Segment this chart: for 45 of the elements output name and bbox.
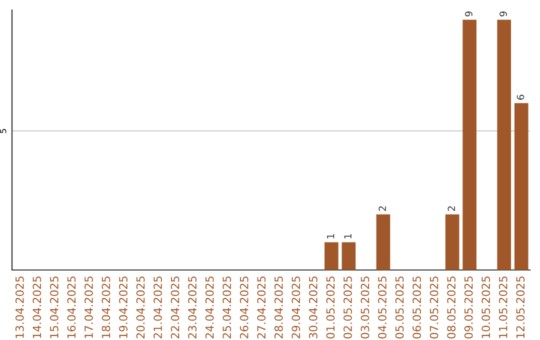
x-tick-label: 22.04.2025: [170, 276, 180, 338]
x-tick-label: 11.05.2025: [498, 276, 508, 338]
x-tick-label: 04.05.2025: [378, 276, 386, 338]
bar: [462, 20, 476, 270]
x-tick-label: 01.05.2025: [326, 276, 335, 338]
x-tick-label: 28.04.2025: [274, 276, 283, 338]
x-tick-label: 29.04.2025: [292, 276, 300, 338]
x-tick-label: 07.05.2025: [430, 276, 438, 338]
data-label: 9: [500, 11, 507, 16]
x-tick-label: 10.05.2025: [482, 276, 490, 338]
bar: [497, 20, 512, 270]
x-tick-label: 14.04.2025: [32, 276, 42, 338]
data-label: 2: [448, 206, 455, 211]
bar: [514, 103, 528, 270]
x-tick-label: 12.05.2025: [516, 276, 525, 338]
x-tick-label: 09.05.2025: [464, 276, 473, 338]
bar: [445, 214, 460, 270]
data-label: 6: [516, 94, 524, 100]
data-label: 1: [327, 234, 334, 238]
data-label: 1: [344, 234, 352, 238]
bar: [376, 214, 390, 270]
ref-line-label: 5: [0, 129, 6, 133]
x-tick-label: 16.04.2025: [67, 276, 76, 338]
x-tick-label: 26.04.2025: [240, 276, 248, 338]
x-tick-label: 25.04.2025: [222, 276, 232, 338]
x-tick-label: 15.04.2025: [50, 276, 58, 338]
x-tick-label: 19.04.2025: [119, 276, 128, 338]
x-tick-label: 13.04.2025: [15, 276, 24, 338]
bar: [324, 242, 338, 270]
x-tick-label: 18.04.2025: [102, 276, 110, 338]
x-tick-label: 20.04.2025: [136, 276, 145, 338]
x-tick-label: 06.05.2025: [412, 276, 421, 338]
x-tick-label: 17.04.2025: [84, 276, 93, 338]
x-tick-label: 23.04.2025: [188, 276, 197, 338]
x-tick-label: 05.05.2025: [395, 276, 404, 338]
bar: [342, 242, 356, 270]
x-tick-label: 08.05.2025: [447, 276, 456, 338]
x-tick-label: 21.04.2025: [154, 276, 162, 338]
x-tick-label: 03.05.2025: [360, 276, 370, 338]
x-tick-label: 27.04.2025: [257, 276, 266, 338]
x-tick-label: 30.04.2025: [308, 276, 318, 338]
x-tick-label: 24.04.2025: [205, 276, 214, 338]
x-tick-label: 02.05.2025: [344, 276, 352, 338]
data-label: 9: [465, 11, 472, 16]
data-label: 2: [378, 206, 386, 211]
